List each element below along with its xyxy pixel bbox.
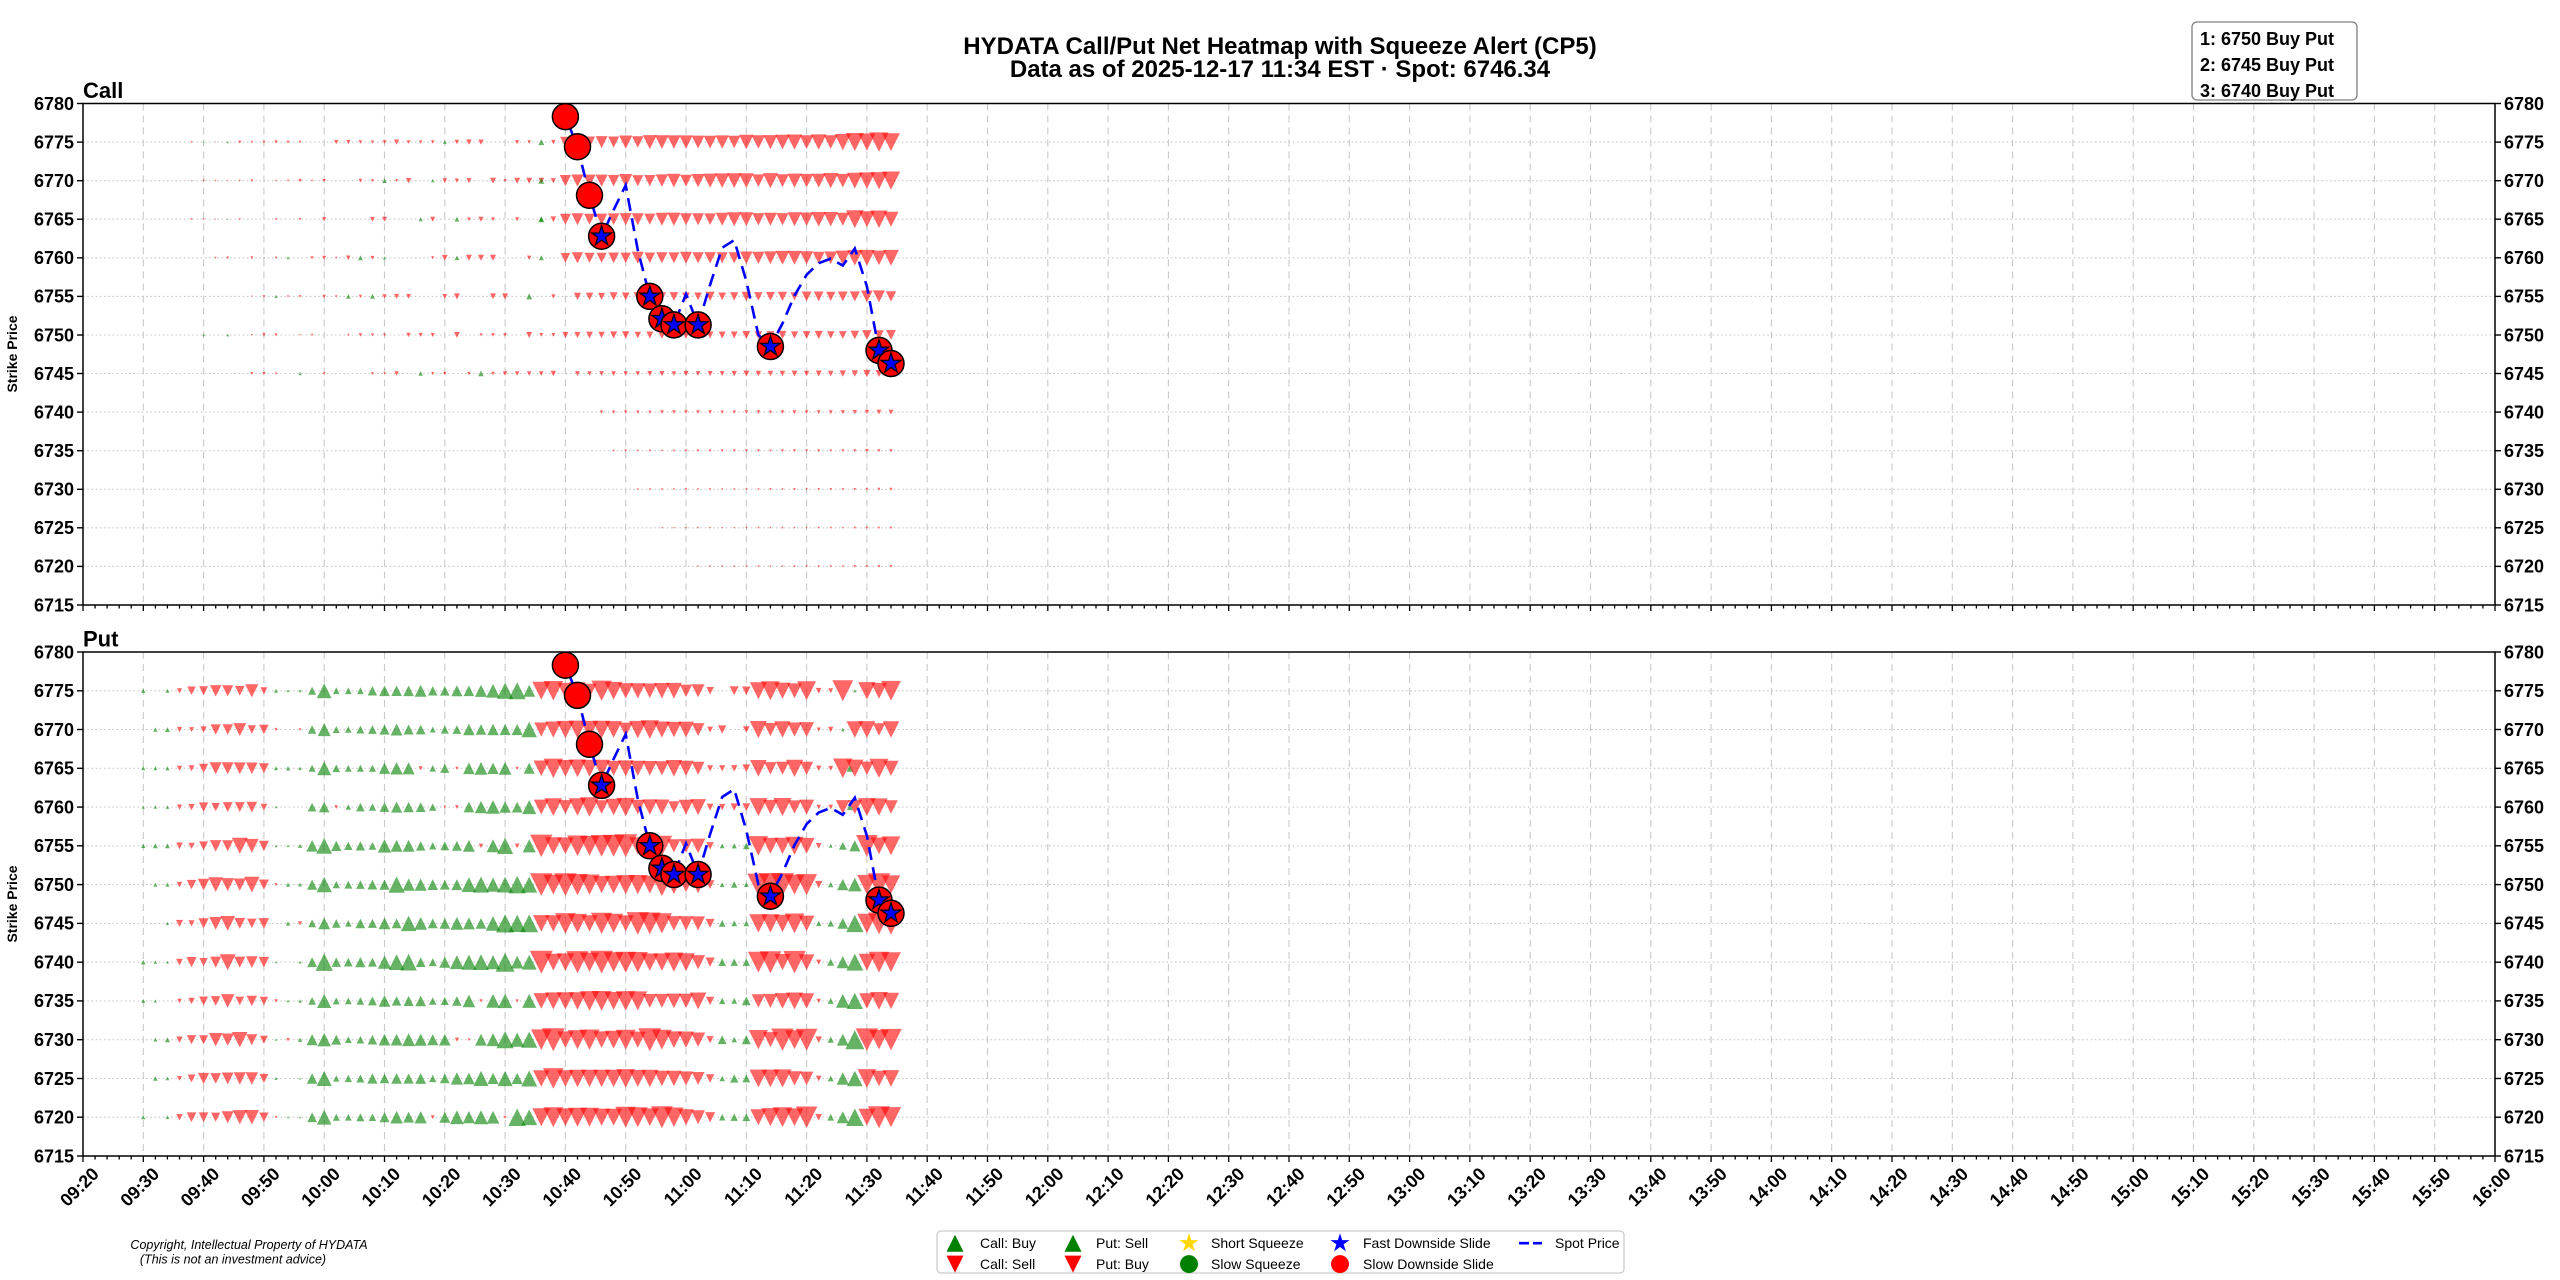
svg-text:6770: 6770 (34, 720, 74, 740)
svg-text:6725: 6725 (2504, 1069, 2544, 1089)
svg-text:6765: 6765 (2504, 210, 2544, 230)
svg-text:6725: 6725 (34, 1069, 74, 1089)
svg-text:6740: 6740 (34, 953, 74, 973)
svg-text:6765: 6765 (34, 759, 74, 779)
svg-text:6755: 6755 (34, 836, 74, 856)
svg-text:6720: 6720 (34, 1108, 74, 1128)
svg-text:6715: 6715 (2504, 1146, 2544, 1166)
svg-text:6765: 6765 (34, 210, 74, 230)
svg-text:HYDATA Call/Put Net Heatmap wi: HYDATA Call/Put Net Heatmap with Squeeze… (963, 33, 1596, 60)
svg-text:Call: Sell: Call: Sell (980, 1256, 1035, 1272)
svg-text:6775: 6775 (2504, 132, 2544, 152)
svg-text:6760: 6760 (2504, 797, 2544, 817)
svg-text:6725: 6725 (34, 518, 74, 538)
svg-text:6750: 6750 (34, 325, 74, 345)
svg-text:6745: 6745 (2504, 914, 2544, 934)
svg-text:Strike Price: Strike Price (4, 315, 20, 392)
svg-text:6760: 6760 (2504, 248, 2544, 268)
svg-text:6780: 6780 (34, 94, 74, 114)
svg-text:6750: 6750 (2504, 325, 2544, 345)
svg-text:6760: 6760 (34, 797, 74, 817)
svg-text:6715: 6715 (34, 1146, 74, 1166)
svg-text:Put: Buy: Put: Buy (1096, 1256, 1149, 1272)
svg-text:6775: 6775 (34, 681, 74, 701)
svg-text:6720: 6720 (2504, 1108, 2544, 1128)
svg-text:6715: 6715 (34, 595, 74, 615)
svg-text:6745: 6745 (34, 914, 74, 934)
svg-text:6770: 6770 (2504, 171, 2544, 191)
svg-text:6735: 6735 (2504, 441, 2544, 461)
svg-text:6725: 6725 (2504, 518, 2544, 538)
svg-text:6730: 6730 (34, 1030, 74, 1050)
svg-text:6735: 6735 (34, 991, 74, 1011)
svg-text:6715: 6715 (2504, 595, 2544, 615)
svg-text:Fast Downside Slide: Fast Downside Slide (1363, 1235, 1491, 1251)
svg-text:6730: 6730 (34, 480, 74, 500)
svg-text:6780: 6780 (2504, 642, 2544, 662)
svg-text:6740: 6740 (2504, 402, 2544, 422)
svg-text:6770: 6770 (34, 171, 74, 191)
svg-text:Put: Put (83, 627, 119, 652)
svg-text:Strike Price: Strike Price (4, 865, 20, 942)
svg-text:6775: 6775 (2504, 681, 2544, 701)
svg-text:6755: 6755 (2504, 836, 2544, 856)
svg-text:Call: Buy: Call: Buy (980, 1235, 1036, 1251)
svg-text:6720: 6720 (34, 557, 74, 577)
svg-text:3: 6740 Buy Put: 3: 6740 Buy Put (2200, 81, 2334, 101)
svg-text:Slow Downside Slide: Slow Downside Slide (1363, 1256, 1494, 1272)
svg-text:6750: 6750 (2504, 875, 2544, 895)
svg-text:6770: 6770 (2504, 720, 2544, 740)
svg-text:6765: 6765 (2504, 759, 2544, 779)
svg-text:6740: 6740 (34, 402, 74, 422)
svg-text:6775: 6775 (34, 132, 74, 152)
svg-text:Short Squeeze: Short Squeeze (1211, 1235, 1304, 1251)
svg-text:6755: 6755 (34, 287, 74, 307)
svg-text:6730: 6730 (2504, 480, 2544, 500)
svg-text:Call: Call (83, 78, 123, 103)
svg-text:6745: 6745 (2504, 364, 2544, 384)
svg-text:6740: 6740 (2504, 953, 2544, 973)
svg-text:6735: 6735 (34, 441, 74, 461)
svg-text:6760: 6760 (34, 248, 74, 268)
svg-text:6780: 6780 (34, 642, 74, 662)
svg-text:(This is not an investment adv: (This is not an investment advice) (140, 1253, 326, 1267)
svg-text:6730: 6730 (2504, 1030, 2544, 1050)
svg-text:6755: 6755 (2504, 287, 2544, 307)
svg-text:Put: Sell: Put: Sell (1096, 1235, 1148, 1251)
svg-text:Copyright, Intellectual Proper: Copyright, Intellectual Property of HYDA… (130, 1238, 367, 1252)
svg-text:6780: 6780 (2504, 94, 2544, 114)
svg-text:6720: 6720 (2504, 557, 2544, 577)
svg-text:6735: 6735 (2504, 991, 2544, 1011)
svg-text:6745: 6745 (34, 364, 74, 384)
svg-text:Data as of 2025-12-17 11:34 ES: Data as of 2025-12-17 11:34 EST · Spot: … (1010, 56, 1551, 83)
svg-text:Slow Squeeze: Slow Squeeze (1211, 1256, 1301, 1272)
svg-text:2: 6745 Buy Put: 2: 6745 Buy Put (2200, 55, 2334, 75)
svg-text:1: 6750 Buy Put: 1: 6750 Buy Put (2200, 29, 2334, 49)
svg-text:6750: 6750 (34, 875, 74, 895)
svg-text:Spot Price: Spot Price (1555, 1235, 1620, 1251)
